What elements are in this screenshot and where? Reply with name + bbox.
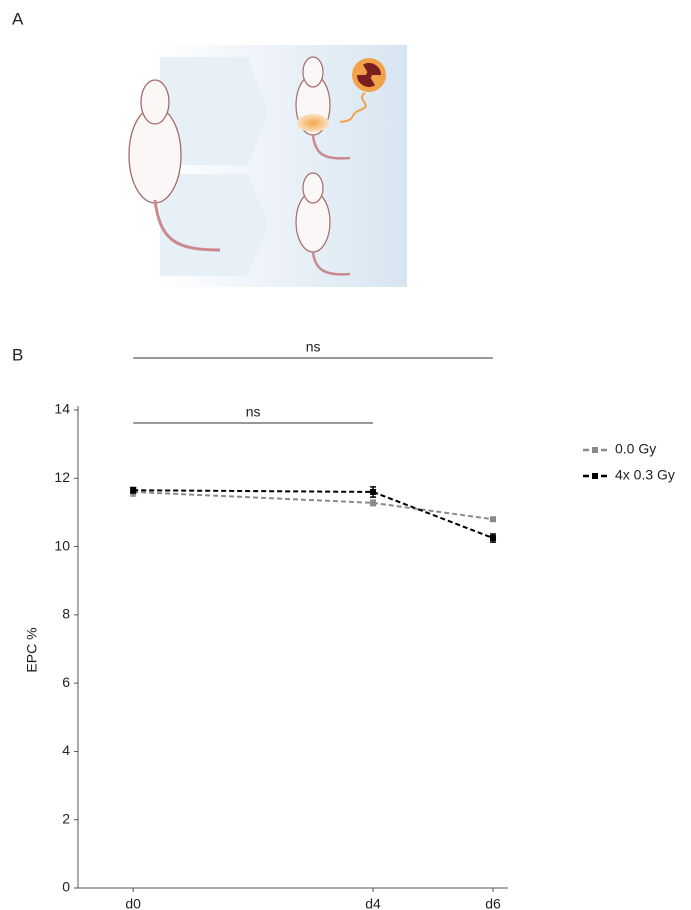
marker bbox=[130, 487, 136, 493]
x-tick-label: d4 bbox=[365, 896, 381, 910]
marker bbox=[370, 500, 376, 506]
figure: A B 02468101214d0d4d6EPC %nsns0.0 Gy4x bbox=[0, 0, 691, 910]
series-line bbox=[133, 490, 493, 538]
panel-label: A bbox=[12, 9, 24, 28]
y-tick-label: 4 bbox=[62, 742, 70, 758]
series-line bbox=[133, 492, 493, 519]
y-tick-label: 6 bbox=[62, 674, 70, 690]
marker bbox=[490, 516, 496, 522]
panel-label: B bbox=[12, 345, 23, 364]
legend-label: 4x 0.3 Gy bbox=[615, 467, 675, 483]
y-tick-label: 0 bbox=[62, 879, 70, 895]
y-tick-label: 12 bbox=[54, 469, 70, 485]
marker bbox=[490, 535, 496, 541]
y-tick-label: 14 bbox=[54, 401, 70, 417]
marker bbox=[370, 489, 376, 495]
legend-label: 0.0 Gy bbox=[615, 441, 656, 457]
page: A B 02468101214d0d4d6EPC %nsns0.0 Gy4x bbox=[0, 0, 691, 910]
legend-marker bbox=[592, 447, 598, 453]
x-tick-label: d6 bbox=[485, 896, 501, 910]
legend-marker bbox=[592, 473, 598, 479]
significance-label: ns bbox=[306, 339, 321, 355]
arrow bbox=[160, 174, 268, 276]
x-tick-label: d0 bbox=[125, 896, 141, 910]
y-tick-label: 10 bbox=[54, 537, 70, 553]
y-axis-label: EPC % bbox=[24, 627, 40, 672]
illustration bbox=[129, 45, 407, 287]
y-tick-label: 8 bbox=[62, 606, 70, 622]
y-tick-label: 2 bbox=[62, 810, 70, 826]
significance-label: ns bbox=[246, 404, 261, 420]
